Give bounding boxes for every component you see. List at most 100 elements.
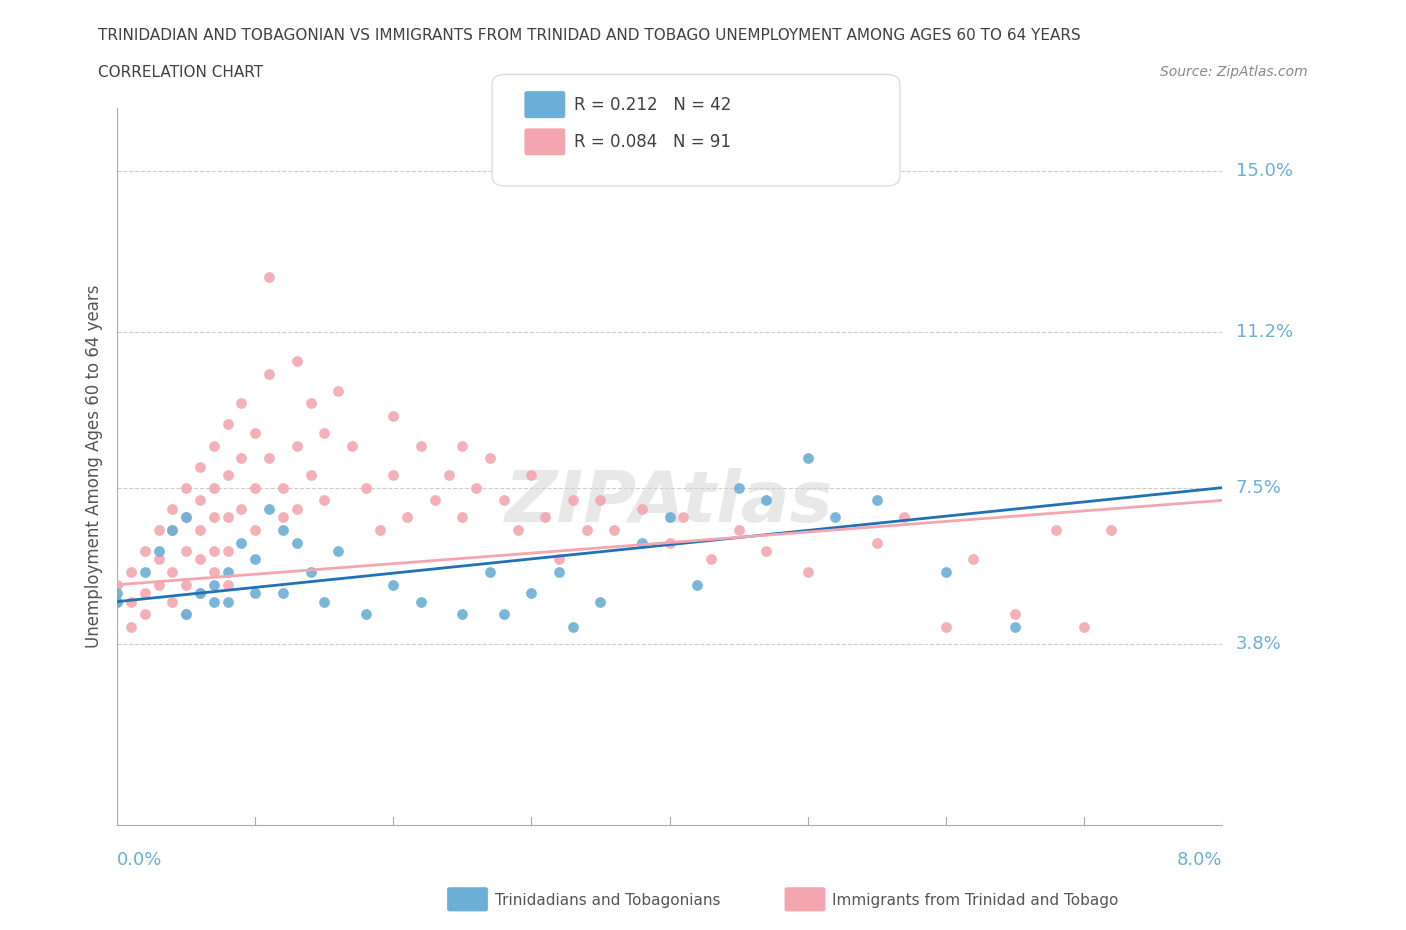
Point [479, 565, 502, 579]
Point [589, 594, 612, 609]
Point [245, 523, 267, 538]
Point [672, 510, 695, 525]
Point [396, 510, 419, 525]
Point [271, 480, 294, 495]
Point [162, 501, 184, 516]
Text: 8.0%: 8.0% [1177, 851, 1222, 869]
Point [231, 501, 253, 516]
Point [314, 425, 336, 440]
Point [368, 523, 391, 538]
Point [217, 578, 239, 592]
Point [202, 438, 225, 453]
Point [120, 594, 142, 609]
Point [134, 543, 156, 558]
Point [217, 565, 239, 579]
Point [409, 438, 432, 453]
Point [257, 501, 280, 516]
Point [202, 565, 225, 579]
Point [105, 578, 128, 592]
Point [202, 510, 225, 525]
Point [506, 523, 529, 538]
Point [1045, 523, 1067, 538]
Point [589, 493, 612, 508]
Point [257, 366, 280, 381]
Point [314, 594, 336, 609]
Point [217, 594, 239, 609]
Point [340, 438, 363, 453]
Point [299, 565, 322, 579]
Point [188, 459, 211, 474]
Point [326, 543, 349, 558]
Text: Source: ZipAtlas.com: Source: ZipAtlas.com [1160, 65, 1308, 79]
Point [561, 619, 583, 634]
Point [174, 510, 197, 525]
Point [479, 451, 502, 466]
Point [382, 468, 405, 483]
Point [231, 535, 253, 550]
Point [727, 480, 749, 495]
Point [865, 493, 887, 508]
Point [285, 438, 308, 453]
Point [382, 408, 405, 423]
Point [423, 493, 446, 508]
Point [354, 607, 377, 622]
Y-axis label: Unemployment Among Ages 60 to 64 years: Unemployment Among Ages 60 to 64 years [86, 285, 103, 648]
Point [314, 493, 336, 508]
Point [231, 451, 253, 466]
Point [299, 396, 322, 411]
Point [134, 607, 156, 622]
Point [245, 480, 267, 495]
Point [686, 578, 709, 592]
Point [202, 480, 225, 495]
Text: 7.5%: 7.5% [1236, 479, 1281, 497]
Text: TRINIDADIAN AND TOBAGONIAN VS IMMIGRANTS FROM TRINIDAD AND TOBAGO UNEMPLOYMENT A: TRINIDADIAN AND TOBAGONIAN VS IMMIGRANTS… [98, 28, 1081, 43]
Point [575, 523, 598, 538]
Point [257, 451, 280, 466]
Text: 15.0%: 15.0% [1236, 162, 1292, 180]
Point [174, 607, 197, 622]
Point [658, 535, 681, 550]
Point [202, 594, 225, 609]
Point [271, 510, 294, 525]
Text: Immigrants from Trinidad and Tobago: Immigrants from Trinidad and Tobago [832, 893, 1119, 908]
Point [271, 523, 294, 538]
Point [1073, 619, 1095, 634]
Point [935, 619, 957, 634]
Point [188, 586, 211, 601]
Point [354, 480, 377, 495]
Point [217, 417, 239, 432]
Text: R = 0.084   N = 91: R = 0.084 N = 91 [574, 133, 731, 152]
Point [202, 578, 225, 592]
Point [148, 552, 170, 567]
Point [188, 586, 211, 601]
Point [285, 535, 308, 550]
Point [520, 468, 543, 483]
Point [755, 543, 778, 558]
Point [245, 552, 267, 567]
Text: 0.0%: 0.0% [117, 851, 163, 869]
Point [148, 523, 170, 538]
Point [1004, 607, 1026, 622]
Point [465, 480, 488, 495]
Point [174, 480, 197, 495]
Text: R = 0.212   N = 42: R = 0.212 N = 42 [574, 96, 731, 114]
Point [561, 493, 583, 508]
Point [188, 523, 211, 538]
Point [202, 543, 225, 558]
Point [548, 552, 571, 567]
Point [174, 510, 197, 525]
Point [162, 523, 184, 538]
Point [409, 594, 432, 609]
Point [492, 607, 515, 622]
Point [245, 586, 267, 601]
Point [824, 510, 846, 525]
Point [285, 501, 308, 516]
Point [1004, 619, 1026, 634]
Point [105, 594, 128, 609]
Point [120, 565, 142, 579]
Point [188, 493, 211, 508]
Point [299, 468, 322, 483]
Point [134, 565, 156, 579]
Point [162, 565, 184, 579]
Point [162, 523, 184, 538]
